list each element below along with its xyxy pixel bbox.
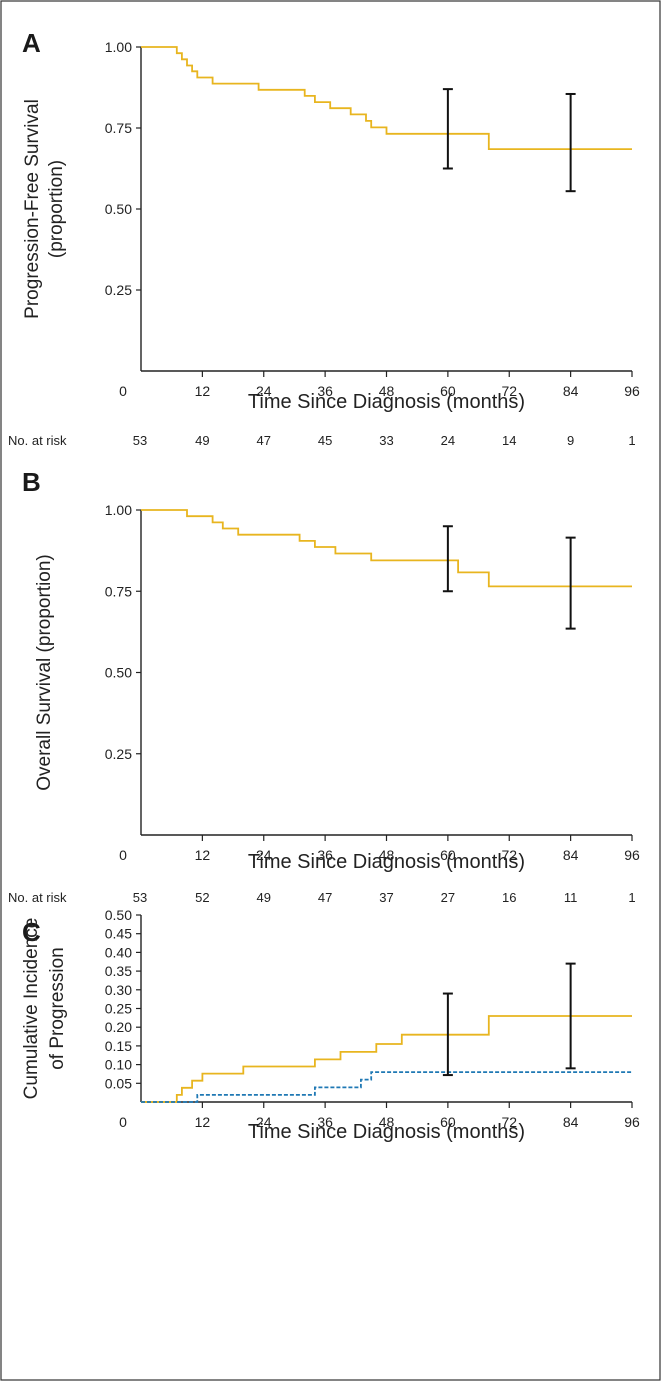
x-tick-label: 12 <box>195 847 211 863</box>
y-tick-label: 0.30 <box>105 982 132 998</box>
series-line-solid <box>141 46 632 150</box>
x-tick-label: 48 <box>379 847 395 863</box>
risk-count: 1 <box>628 890 635 905</box>
risk-count: 16 <box>502 890 516 905</box>
risk-count: 27 <box>441 890 455 905</box>
y-tick-label: 0.35 <box>105 963 132 979</box>
x-tick-label: 96 <box>624 1114 640 1130</box>
x-tick-label: 48 <box>379 383 395 399</box>
y-tick-label: 0.20 <box>105 1019 132 1035</box>
x-tick-label: 36 <box>317 1114 333 1130</box>
risk-count: 47 <box>257 433 271 448</box>
risk-count: 53 <box>133 433 147 448</box>
y-axis-label: Overall Survival (proportion) <box>34 554 55 791</box>
y-tick-label: 1.00 <box>105 39 132 55</box>
y-axis-label: (proportion) <box>46 160 67 258</box>
y-tick-label: 0.50 <box>105 665 132 681</box>
y-tick-label: 0.25 <box>105 282 132 298</box>
x-tick-label: 0 <box>119 1114 127 1130</box>
y-tick-label: 0.15 <box>105 1038 132 1054</box>
y-tick-label: 0.50 <box>105 201 132 217</box>
x-tick-label: 36 <box>317 383 333 399</box>
series-line-solid <box>141 509 632 588</box>
risk-table-label: No. at risk <box>8 890 67 905</box>
y-tick-label: 0.50 <box>105 907 132 923</box>
y-tick-label: 1.00 <box>105 502 132 518</box>
y-tick-label: 0.25 <box>105 746 132 762</box>
y-tick-label: 0.40 <box>105 944 132 960</box>
x-axis-label: Time Since Diagnosis (months) <box>248 1121 525 1143</box>
risk-count: 47 <box>318 890 332 905</box>
x-tick-label: 12 <box>195 1114 211 1130</box>
x-tick-label: 12 <box>195 383 211 399</box>
x-tick-label: 0 <box>119 383 127 399</box>
x-tick-label: 24 <box>256 847 272 863</box>
risk-count: 14 <box>502 433 516 448</box>
y-tick-label: 0.45 <box>105 926 132 942</box>
risk-count: 52 <box>195 890 209 905</box>
x-tick-label: 60 <box>440 383 456 399</box>
risk-count: 49 <box>195 433 209 448</box>
y-axis-label: Progression-Free Survival <box>22 99 43 319</box>
risk-count: 45 <box>318 433 332 448</box>
risk-count: 1 <box>628 433 635 448</box>
risk-count: 37 <box>379 890 393 905</box>
x-tick-label: 84 <box>563 847 579 863</box>
y-tick-label: 0.10 <box>105 1057 132 1073</box>
series-line-dashed <box>141 1071 632 1103</box>
x-tick-label: 36 <box>317 847 333 863</box>
x-axis-label: Time Since Diagnosis (months) <box>248 851 525 873</box>
risk-count: 33 <box>379 433 393 448</box>
x-tick-label: 72 <box>501 383 517 399</box>
panel-letter: A <box>22 28 41 58</box>
risk-count: 49 <box>257 890 271 905</box>
x-tick-label: 0 <box>119 847 127 863</box>
panel-c: C 0.50 0.45 0.40 0.35 0.30 0.25 0.20 0.15 0.10 0.0… <box>21 907 640 1143</box>
panel-a: A 1.00 0.75 0.50 0.25 0 12 24 36 48 60 72 84 96 Time S… <box>8 28 640 448</box>
panel-b: B 1.00 0.75 0.50 0.25 0 12 24 36 48 60 72 84 96 Time S… <box>8 467 640 905</box>
y-axis-label: Cumulative Incidence <box>21 918 42 1100</box>
series-line-solid <box>141 1015 632 1103</box>
risk-count: 11 <box>564 890 578 905</box>
x-tick-label: 96 <box>624 383 640 399</box>
y-axis-label: of Progression <box>47 947 68 1070</box>
risk-count: 24 <box>441 433 455 448</box>
x-tick-label: 72 <box>501 847 517 863</box>
panel-letter: C <box>22 917 41 947</box>
x-tick-label: 24 <box>256 383 272 399</box>
x-tick-label: 84 <box>563 1114 579 1130</box>
x-tick-label: 72 <box>501 1114 517 1130</box>
risk-table-label: No. at risk <box>8 433 67 448</box>
panel-letter: B <box>22 467 41 497</box>
x-tick-label: 60 <box>440 1114 456 1130</box>
risk-count: 53 <box>133 890 147 905</box>
y-tick-label: 0.75 <box>105 583 132 599</box>
y-tick-label: 0.75 <box>105 120 132 136</box>
x-tick-label: 84 <box>563 383 579 399</box>
x-tick-label: 60 <box>440 847 456 863</box>
x-tick-label: 48 <box>379 1114 395 1130</box>
y-tick-label: 0.05 <box>105 1075 132 1091</box>
x-tick-label: 96 <box>624 847 640 863</box>
x-axis-label: Time Since Diagnosis (months) <box>248 391 525 413</box>
risk-count: 9 <box>567 433 574 448</box>
x-tick-label: 24 <box>256 1114 272 1130</box>
y-tick-label: 0.25 <box>105 1001 132 1017</box>
